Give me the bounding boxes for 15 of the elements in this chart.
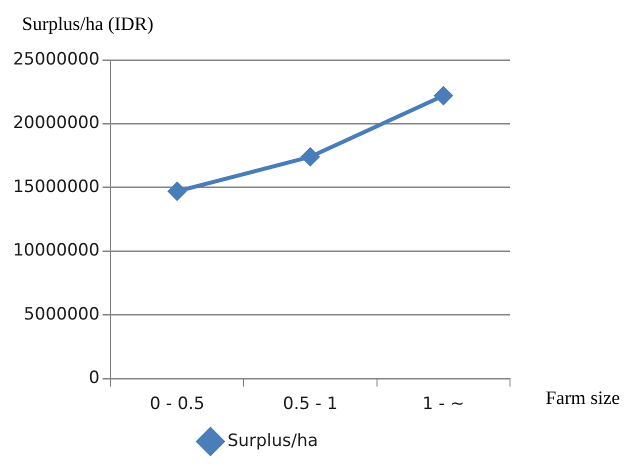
y-tick-label: 5000000: [24, 304, 100, 324]
point: [168, 182, 186, 200]
y-tick-label: 0: [88, 368, 100, 388]
x-tick-label: 0 - 0.5: [150, 394, 205, 414]
y-tick-label: 15000000: [12, 176, 100, 197]
y-tick-label: 10000000: [12, 240, 100, 261]
y-tick-label: 20000000: [12, 113, 100, 134]
x-axis-title: Farm size: [546, 388, 620, 410]
point: [434, 86, 452, 105]
point: [301, 148, 320, 166]
x-tick-label: 1 - ~: [422, 394, 464, 414]
y-tick-label: 25000000: [12, 49, 100, 70]
x-tick-label: 0.5 - 1: [282, 394, 338, 414]
y-axis-title: Surplus/ha (IDR): [22, 14, 154, 36]
legend-label: Surplus/ha: [227, 430, 318, 451]
